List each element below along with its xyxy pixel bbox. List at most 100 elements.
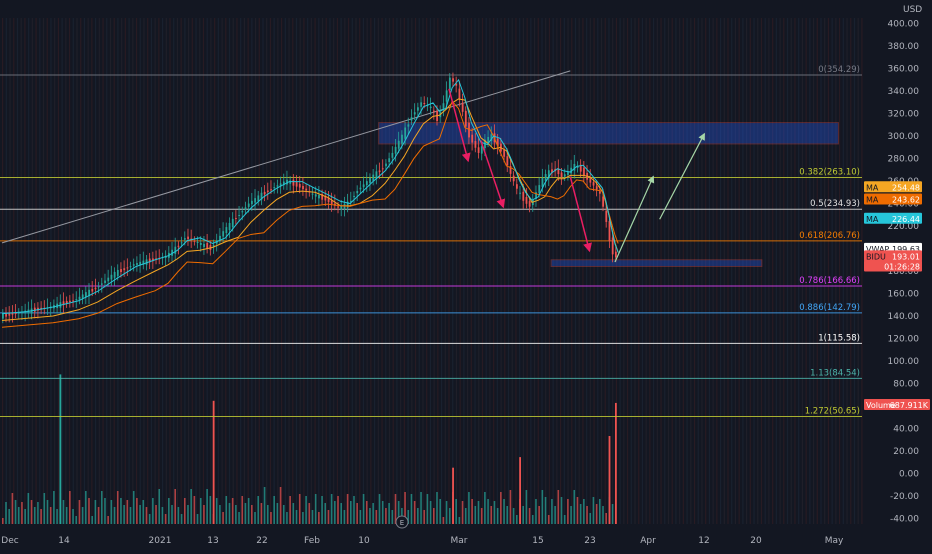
candle-body xyxy=(88,289,90,297)
candle-body xyxy=(420,102,423,107)
candle-body xyxy=(346,201,349,208)
candle-body xyxy=(228,222,231,231)
candle-body xyxy=(327,197,330,203)
grid-stripe xyxy=(426,18,428,524)
grid-stripe xyxy=(489,18,491,524)
grid-stripe xyxy=(578,18,580,524)
candle-body xyxy=(496,138,499,147)
volume-bar xyxy=(327,510,330,524)
grid-stripe xyxy=(214,18,216,524)
grid-stripe xyxy=(340,18,342,524)
volume-bar xyxy=(426,494,429,524)
earnings-icon-label: E xyxy=(400,519,404,527)
volume-bar xyxy=(586,506,588,524)
volume-bar xyxy=(547,515,550,524)
volume-bar xyxy=(334,501,336,524)
candle-body xyxy=(611,237,614,255)
grid-stripe xyxy=(649,18,651,524)
grid-stripe xyxy=(664,18,666,524)
candle-body xyxy=(385,163,387,167)
grid-stripe xyxy=(72,18,74,524)
fib-level-label: 0.618(206.76) xyxy=(799,231,860,241)
candle-body xyxy=(404,127,407,139)
candle-body xyxy=(512,175,515,182)
grid-stripe xyxy=(835,18,837,524)
volume-bar xyxy=(423,510,426,524)
value-tag-bg xyxy=(864,260,922,272)
grid-stripe xyxy=(281,18,283,524)
candle-body xyxy=(410,117,413,121)
grid-stripe xyxy=(623,18,625,524)
candle-body xyxy=(219,235,221,241)
volume-bar xyxy=(563,515,566,524)
volume-bar xyxy=(356,503,358,524)
candle-body xyxy=(120,269,122,273)
volume-bar xyxy=(11,493,14,524)
candle-body xyxy=(282,181,285,186)
grid-stripe xyxy=(333,18,335,524)
fib-level-label: 0.5(234.93) xyxy=(810,199,860,209)
grid-stripe xyxy=(459,18,461,524)
candle-body xyxy=(260,192,263,200)
volume-bar xyxy=(183,498,186,524)
grid-stripe xyxy=(437,18,439,524)
grid-stripe xyxy=(757,18,759,524)
grid-stripe xyxy=(727,18,729,524)
grid-stripe xyxy=(842,18,844,524)
candle-body xyxy=(359,187,362,190)
grid-stripe xyxy=(359,18,361,524)
volume-bar xyxy=(260,503,263,524)
volume-bar xyxy=(263,487,266,524)
grid-stripe xyxy=(16,18,19,524)
grid-stripe xyxy=(258,18,260,524)
candle-body xyxy=(544,174,547,181)
grid-stripe xyxy=(95,18,97,524)
value-tag: BIDU 193.01 xyxy=(864,250,922,262)
volume-bar xyxy=(257,496,260,524)
candle-body xyxy=(583,167,585,176)
grid-stripe xyxy=(124,18,126,524)
candle-body xyxy=(365,181,368,186)
volume-bar xyxy=(254,512,256,524)
time-tick-label: 13 xyxy=(207,536,218,546)
volume-bar xyxy=(21,502,23,524)
candle-body xyxy=(519,192,521,194)
grid-stripe xyxy=(857,18,859,524)
candle-body xyxy=(503,150,506,157)
candle-body xyxy=(602,196,605,207)
grid-stripe xyxy=(87,18,89,524)
candle-body xyxy=(340,205,343,210)
grid-stripe xyxy=(507,18,510,524)
grid-stripe xyxy=(850,18,852,524)
grid-stripe xyxy=(448,18,450,524)
volume-bar xyxy=(5,502,7,524)
grid-stripe xyxy=(169,18,171,524)
candle-body xyxy=(372,174,375,181)
grid-stripe xyxy=(35,18,37,524)
candle-body xyxy=(570,167,573,174)
currency-label: USD xyxy=(903,5,922,15)
volume-bar xyxy=(458,517,461,524)
grid-stripe xyxy=(147,18,149,524)
candle-body xyxy=(107,277,110,282)
candle-body xyxy=(391,152,394,158)
candle-body xyxy=(116,269,119,276)
candle-body xyxy=(238,215,241,217)
volume-bar xyxy=(302,512,304,524)
candle-body xyxy=(81,294,84,299)
volume-bar xyxy=(126,500,129,524)
price-tick-label: 280.00 xyxy=(888,155,920,165)
grid-stripe xyxy=(150,18,152,524)
grid-stripe xyxy=(638,18,640,524)
grid-stripe xyxy=(266,18,268,524)
candle-body xyxy=(2,313,4,319)
candle-body xyxy=(85,292,87,298)
volume-bar xyxy=(177,507,180,524)
volume-bar xyxy=(324,503,327,524)
grid-stripe xyxy=(370,18,372,524)
grid-stripe xyxy=(708,18,710,524)
volume-bar xyxy=(123,505,125,524)
